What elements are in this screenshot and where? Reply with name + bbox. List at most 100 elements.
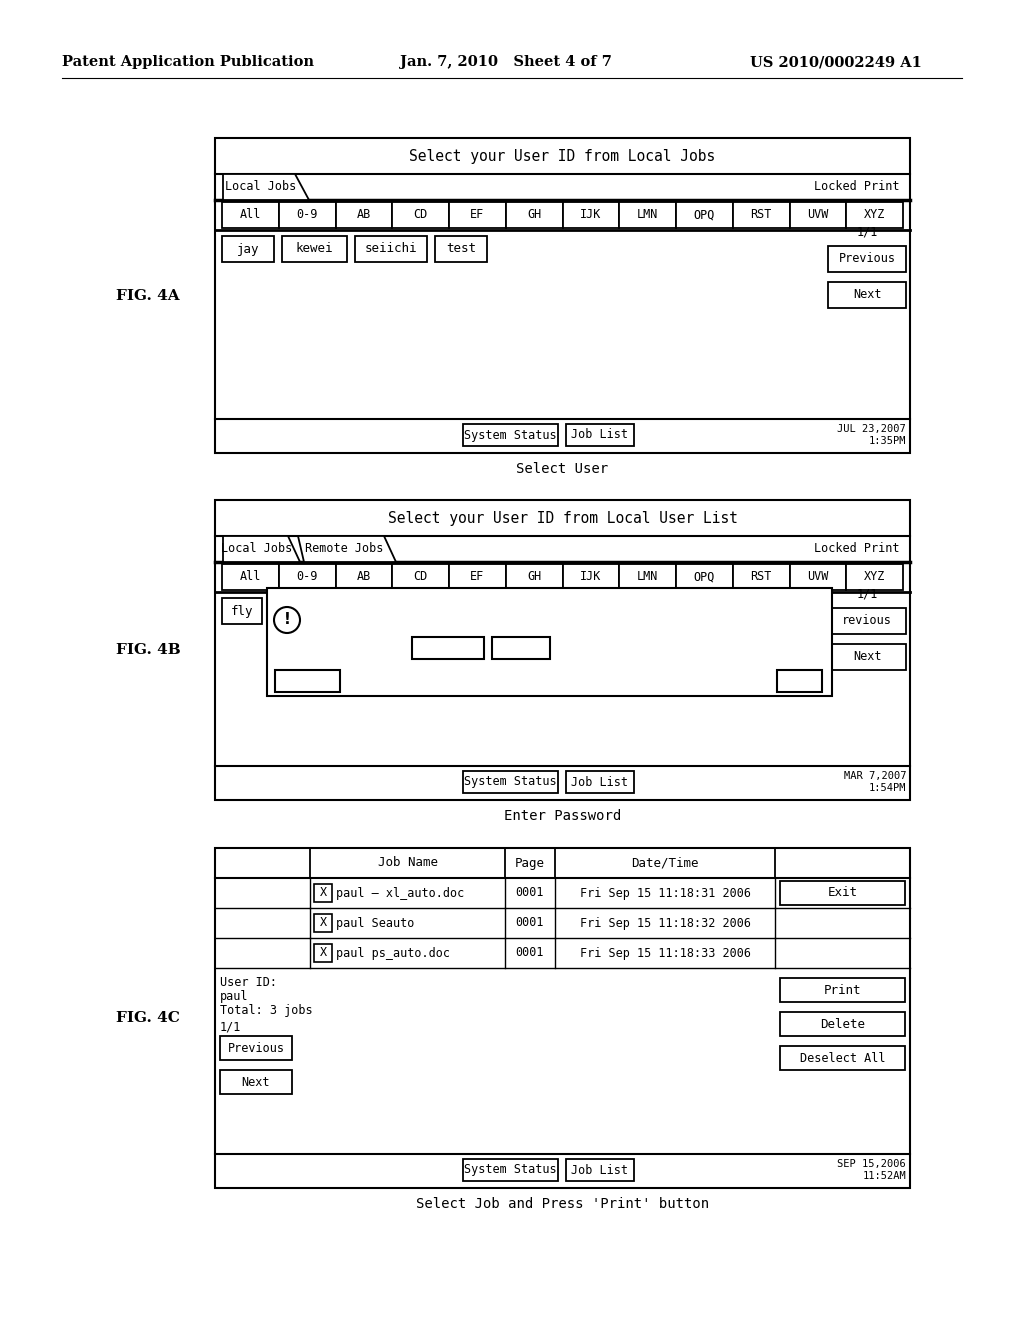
Bar [336,202,392,228]
Bar [314,884,332,902]
Text: FIG. 4A: FIG. 4A [116,289,180,302]
Text: Total: 3 jobs: Total: 3 jobs [220,1005,312,1016]
Text: XYZ: XYZ [864,209,886,222]
Bar [780,1045,905,1071]
Text: 0-9: 0-9 [296,209,317,222]
Bar [412,638,484,659]
Bar [215,500,910,800]
Text: MAR 7,2007
1:54PM: MAR 7,2007 1:54PM [844,771,906,793]
Text: XYZ: XYZ [864,570,886,583]
Bar [463,771,557,793]
Bar [463,424,557,446]
Bar [215,139,910,453]
Bar [733,564,790,590]
Text: X: X [319,916,327,929]
Text: AB: AB [356,209,371,222]
Bar [463,1159,557,1181]
Text: Patent Application Publication: Patent Application Publication [62,55,314,69]
Text: FIG. 4B: FIG. 4B [116,643,180,657]
Bar [676,564,733,590]
Bar [780,880,905,906]
Bar [279,202,336,228]
Bar [220,1071,292,1094]
Bar [215,847,910,1188]
Bar [620,202,676,228]
Text: All: All [240,209,261,222]
Text: Clear: Clear [502,642,540,655]
Bar [506,564,562,590]
Text: UVW: UVW [807,570,828,583]
Text: All: All [240,570,261,583]
Bar [449,202,506,228]
Bar [790,202,846,228]
Text: Select your User ID from Local User List: Select your User ID from Local User List [387,511,737,525]
Text: fly: fly [230,605,253,618]
Text: Date/Time: Date/Time [631,857,698,870]
Text: System Status: System Status [464,429,556,441]
Text: LMN: LMN [637,209,658,222]
Bar [492,638,550,659]
Bar [790,564,846,590]
Text: Job Name: Job Name [378,857,437,870]
Bar [846,202,903,228]
Bar [222,564,279,590]
Polygon shape [223,536,300,562]
Text: Next: Next [242,1076,270,1089]
Text: Select User: Select User [516,462,608,477]
Text: UVW: UVW [807,209,828,222]
Bar [355,236,427,261]
Text: User ID:: User ID: [220,975,278,989]
Text: Job List: Job List [571,429,628,441]
Text: Locked Print: Locked Print [814,181,900,194]
Text: Enter Password: Enter Password [504,809,622,822]
Text: Fri Sep 15 11:18:33 2006: Fri Sep 15 11:18:33 2006 [580,946,751,960]
Text: Password:: Password: [327,642,394,655]
Text: Remote Jobs: Remote Jobs [305,543,383,556]
Text: revious: revious [842,615,892,627]
Bar [267,587,831,696]
Bar [449,564,506,590]
Bar [562,202,620,228]
Text: RST: RST [751,209,772,222]
Text: paul ps_auto.doc: paul ps_auto.doc [336,946,450,960]
Text: 0001: 0001 [516,887,544,899]
Text: CD: CD [414,570,428,583]
Text: Locked Print: Locked Print [814,543,900,556]
Text: 0-9: 0-9 [296,570,317,583]
Bar [506,202,562,228]
Text: Cancel: Cancel [285,675,330,688]
Text: AB: AB [356,570,371,583]
Text: X: X [319,946,327,960]
Bar [336,564,392,590]
Bar [435,236,487,261]
Text: Job List: Job List [571,1163,628,1176]
Bar [828,609,906,634]
Text: Local Jobs: Local Jobs [225,181,297,194]
Text: JUL 23,2007
1:35PM: JUL 23,2007 1:35PM [838,424,906,446]
Bar [392,202,449,228]
Text: GH: GH [527,209,542,222]
Bar [220,1036,292,1060]
Text: Previous: Previous [227,1041,285,1055]
Bar [222,202,279,228]
Text: RST: RST [751,570,772,583]
Text: 0001: 0001 [516,946,544,960]
Text: OPQ: OPQ [693,209,715,222]
Bar [565,771,634,793]
Text: Print: Print [823,983,861,997]
Text: X: X [319,887,327,899]
Text: Exit: Exit [827,887,857,899]
Bar [565,424,634,446]
Text: CD: CD [414,209,428,222]
Text: Previous: Previous [839,252,896,265]
Text: paul Seauto: paul Seauto [336,916,415,929]
Text: System Status: System Status [464,776,556,788]
Text: Delete: Delete [820,1018,865,1031]
Bar [780,978,905,1002]
Text: EF: EF [470,570,484,583]
Text: ****: **** [433,642,463,655]
Text: LMN: LMN [637,570,658,583]
Bar [565,1159,634,1181]
Text: Local Jobs: Local Jobs [221,543,293,556]
Bar [275,671,340,692]
